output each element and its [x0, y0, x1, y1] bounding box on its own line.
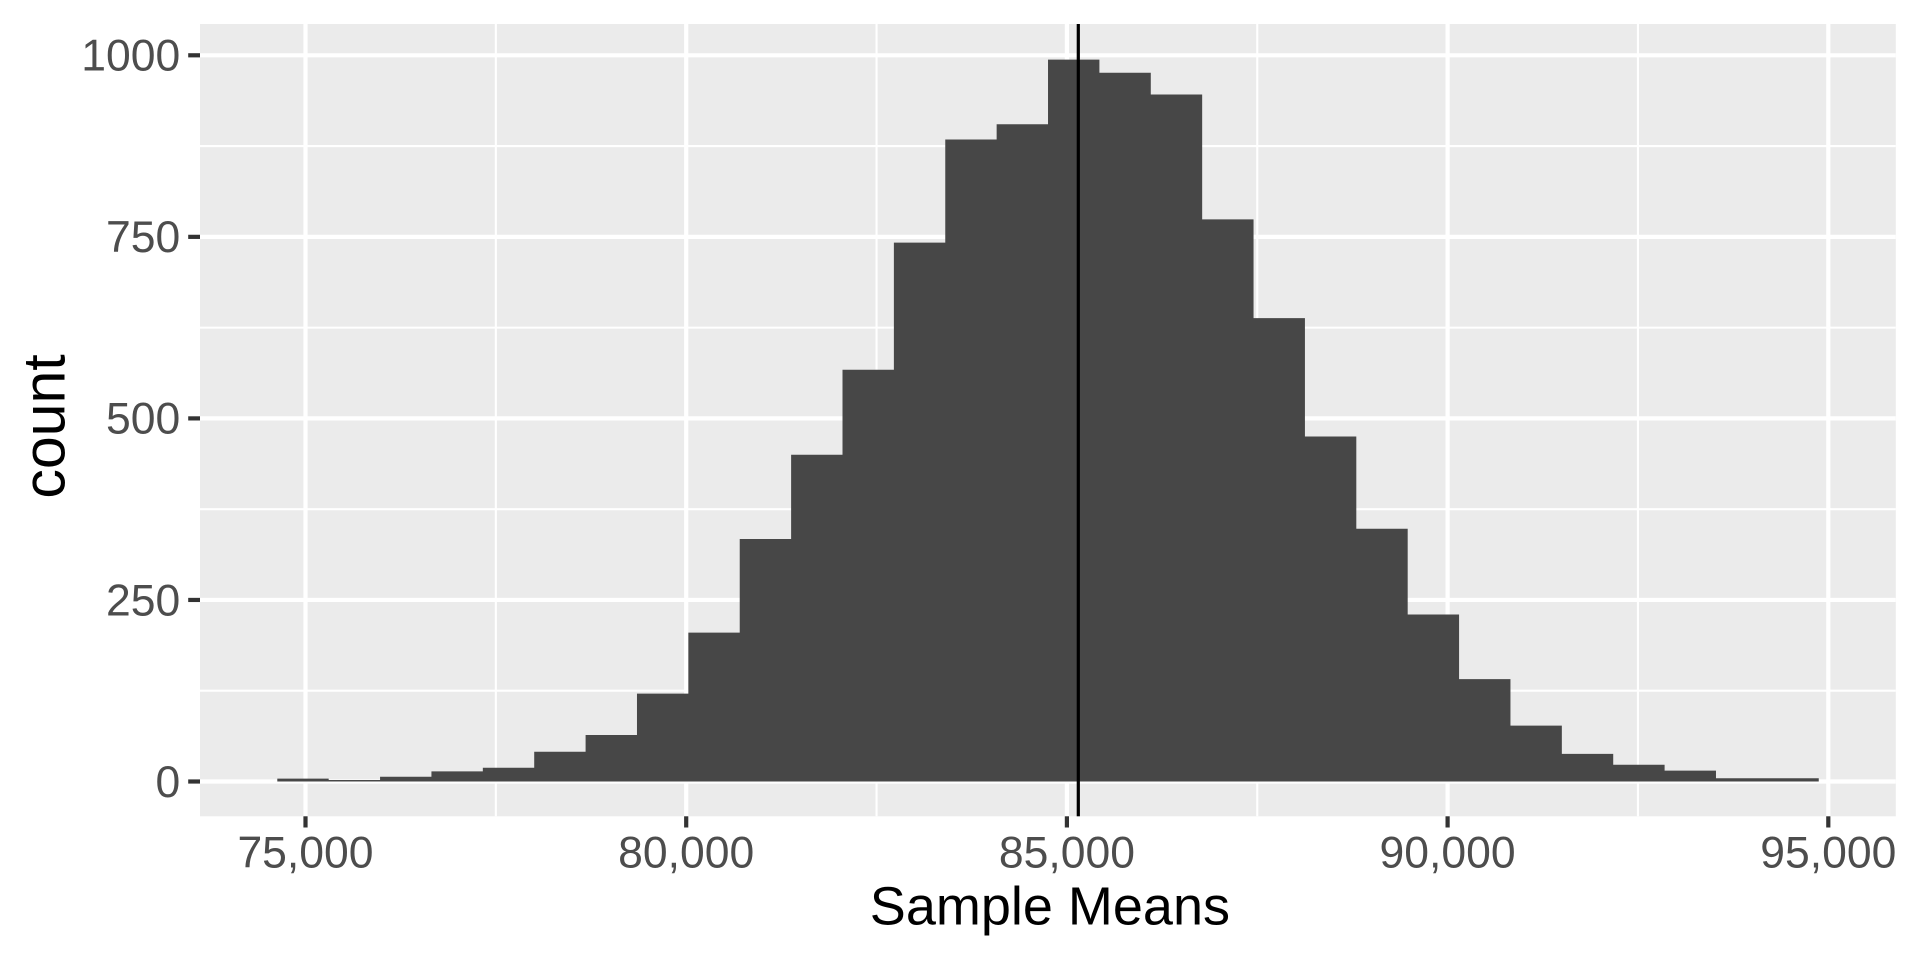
- svg-text:95,000: 95,000: [1760, 829, 1896, 878]
- svg-text:Sample Means: Sample Means: [870, 877, 1230, 937]
- svg-text:250: 250: [106, 576, 180, 625]
- svg-text:500: 500: [106, 395, 180, 444]
- svg-text:0: 0: [156, 758, 181, 807]
- svg-text:1000: 1000: [81, 32, 180, 81]
- svg-text:750: 750: [106, 213, 180, 262]
- svg-text:75,000: 75,000: [237, 829, 373, 878]
- svg-text:85,000: 85,000: [999, 829, 1135, 878]
- svg-text:count: count: [11, 354, 77, 498]
- svg-text:90,000: 90,000: [1380, 829, 1516, 878]
- svg-text:80,000: 80,000: [618, 829, 754, 878]
